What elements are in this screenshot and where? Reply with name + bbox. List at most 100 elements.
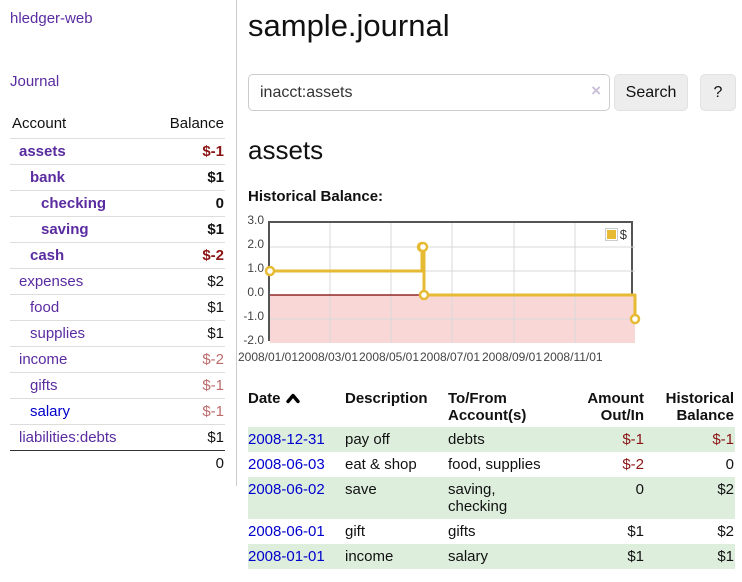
transaction-accounts: food, supplies: [448, 456, 541, 473]
transaction-accounts: debts: [448, 431, 485, 448]
register-header-accounts: To/From Account(s): [448, 390, 527, 424]
transaction-amount: $-1: [622, 431, 644, 448]
account-balance: 0: [149, 190, 225, 217]
transaction-accounts: saving, checking: [448, 481, 508, 515]
chart-title: Historical Balance:: [248, 188, 384, 205]
sort-ascending-icon: [285, 391, 300, 408]
register-row: 2008-06-03 eat & shop food, supplies $-2 0: [248, 452, 735, 477]
sidebar-account-link[interactable]: saving: [41, 221, 89, 238]
register-row: 2008-06-02 save saving, checking 0 $2: [248, 477, 735, 519]
accounts-total-balance: 0: [149, 450, 225, 476]
account-balance: $-2: [149, 346, 225, 373]
main-content: sample.journal × Search ? assets Histori…: [238, 0, 742, 569]
search-input[interactable]: [248, 74, 610, 111]
sidebar-account-link[interactable]: supplies: [30, 325, 86, 342]
account-row: supplies $1: [10, 320, 225, 347]
transaction-date-link[interactable]: 2008-06-03: [248, 456, 325, 473]
account-row: assets $-1: [10, 138, 225, 165]
x-axis-tick-label: 2008/01/01: [237, 350, 299, 364]
account-row: saving $1: [10, 216, 225, 243]
account-row: cash $-2: [10, 242, 225, 269]
accounts-table: Account Balance assets $-1 bank $1 checking 0…: [10, 111, 225, 476]
register-header-date[interactable]: Date: [248, 387, 345, 427]
account-row: checking 0: [10, 190, 225, 217]
account-balance: $-1: [149, 372, 225, 399]
account-row: food $1: [10, 294, 225, 321]
sidebar-account-link[interactable]: expenses: [19, 273, 84, 290]
account-row: gifts $-1: [10, 372, 225, 399]
transaction-accounts: salary: [448, 548, 489, 565]
y-axis-tick-label: 1.0: [247, 261, 264, 275]
account-balance: $-2: [149, 242, 225, 269]
transaction-date-link[interactable]: 2008-06-01: [248, 523, 325, 540]
accounts-header-balance: Balance: [169, 115, 224, 132]
transaction-balance: $-1: [712, 431, 734, 448]
search-field-wrap: ×: [248, 74, 610, 111]
accounts-total-row: 0: [10, 450, 225, 476]
help-button[interactable]: ?: [700, 74, 736, 111]
transaction-description: save: [345, 481, 377, 498]
transaction-balance: $2: [717, 523, 734, 540]
transaction-balance: $1: [717, 548, 734, 565]
sidebar-account-link[interactable]: checking: [41, 195, 107, 212]
account-balance: $2: [149, 268, 225, 295]
chart-legend: $: [604, 227, 627, 242]
account-balance: $1: [149, 424, 225, 451]
sidebar-account-link[interactable]: salary: [30, 403, 71, 420]
sidebar-account-link[interactable]: income: [19, 351, 68, 368]
legend-label: $: [619, 227, 627, 242]
y-axis-tick-label: -2.0: [243, 333, 264, 347]
register-row: 2008-12-31 pay off debts $-1 $-1: [248, 427, 735, 452]
app-title-link[interactable]: hledger-web: [10, 10, 93, 27]
y-axis-tick-label: 3.0: [247, 213, 264, 227]
legend-swatch-icon: [604, 228, 618, 241]
register-table-body: 2008-12-31 pay off debts $-1 $-1 2008-06-03 ea…: [248, 427, 735, 569]
transaction-amount: $-2: [622, 456, 644, 473]
sidebar-account-link[interactable]: cash: [30, 247, 65, 264]
transaction-date-link[interactable]: 2008-12-31: [248, 431, 325, 448]
search-button[interactable]: Search: [614, 74, 688, 111]
transaction-description: gift: [345, 523, 366, 540]
account-balance: $1: [149, 294, 225, 321]
account-heading: assets: [248, 135, 324, 165]
sidebar-account-link[interactable]: food: [30, 299, 60, 316]
transaction-description: pay off: [345, 431, 390, 448]
transaction-description: income: [345, 548, 394, 565]
x-axis-tick-label: 2008/07/01: [419, 350, 481, 364]
sidebar-account-link[interactable]: liabilities:debts: [19, 429, 117, 446]
page-title: sample.journal: [248, 8, 450, 43]
register-header-amount: Amount Out/In: [587, 390, 644, 424]
register-row: 2008-06-01 gift gifts $1 $2: [248, 519, 735, 544]
accounts-header-account: Account: [12, 115, 67, 132]
app-title: hledger-web: [10, 10, 225, 27]
register-header-balance: Historical Balance: [665, 390, 734, 424]
transaction-description: eat & shop: [345, 456, 417, 473]
transaction-balance: 0: [725, 456, 734, 473]
transaction-amount: $1: [627, 523, 644, 540]
clear-search-icon[interactable]: ×: [591, 81, 601, 100]
account-row: bank $1: [10, 164, 225, 191]
transaction-date-link[interactable]: 2008-01-01: [248, 548, 325, 565]
y-axis-tick-label: 2.0: [247, 237, 264, 251]
transaction-amount: $1: [627, 548, 644, 565]
transaction-date-link[interactable]: 2008-06-02: [248, 481, 325, 498]
account-row: expenses $2: [10, 268, 225, 295]
sidebar-account-link[interactable]: gifts: [30, 377, 58, 394]
x-axis-tick-label: 2008/03/01: [297, 350, 359, 364]
chart-canvas: [264, 223, 641, 343]
search-row: × Search ?: [248, 74, 742, 111]
register-row: 2008-01-01 income salary $1 $1: [248, 544, 735, 569]
account-row: income $-2: [10, 346, 225, 373]
account-balance: $-1: [149, 138, 225, 165]
sidebar-account-link[interactable]: assets: [19, 143, 66, 160]
transaction-amount: 0: [635, 481, 644, 498]
transaction-balance: $2: [717, 481, 734, 498]
chart-plot[interactable]: $: [264, 221, 641, 343]
register-header-description: Description: [345, 390, 428, 407]
journal-link[interactable]: Journal: [10, 73, 60, 90]
y-axis-tick-label: 0.0: [247, 285, 264, 299]
accounts-table-body: assets $-1 bank $1 checking 0 saving $1 cash $-2 e…: [10, 138, 225, 476]
sidebar-account-link[interactable]: bank: [30, 169, 66, 186]
sidebar-nav: Journal: [10, 73, 225, 90]
account-balance: $-1: [149, 398, 225, 425]
